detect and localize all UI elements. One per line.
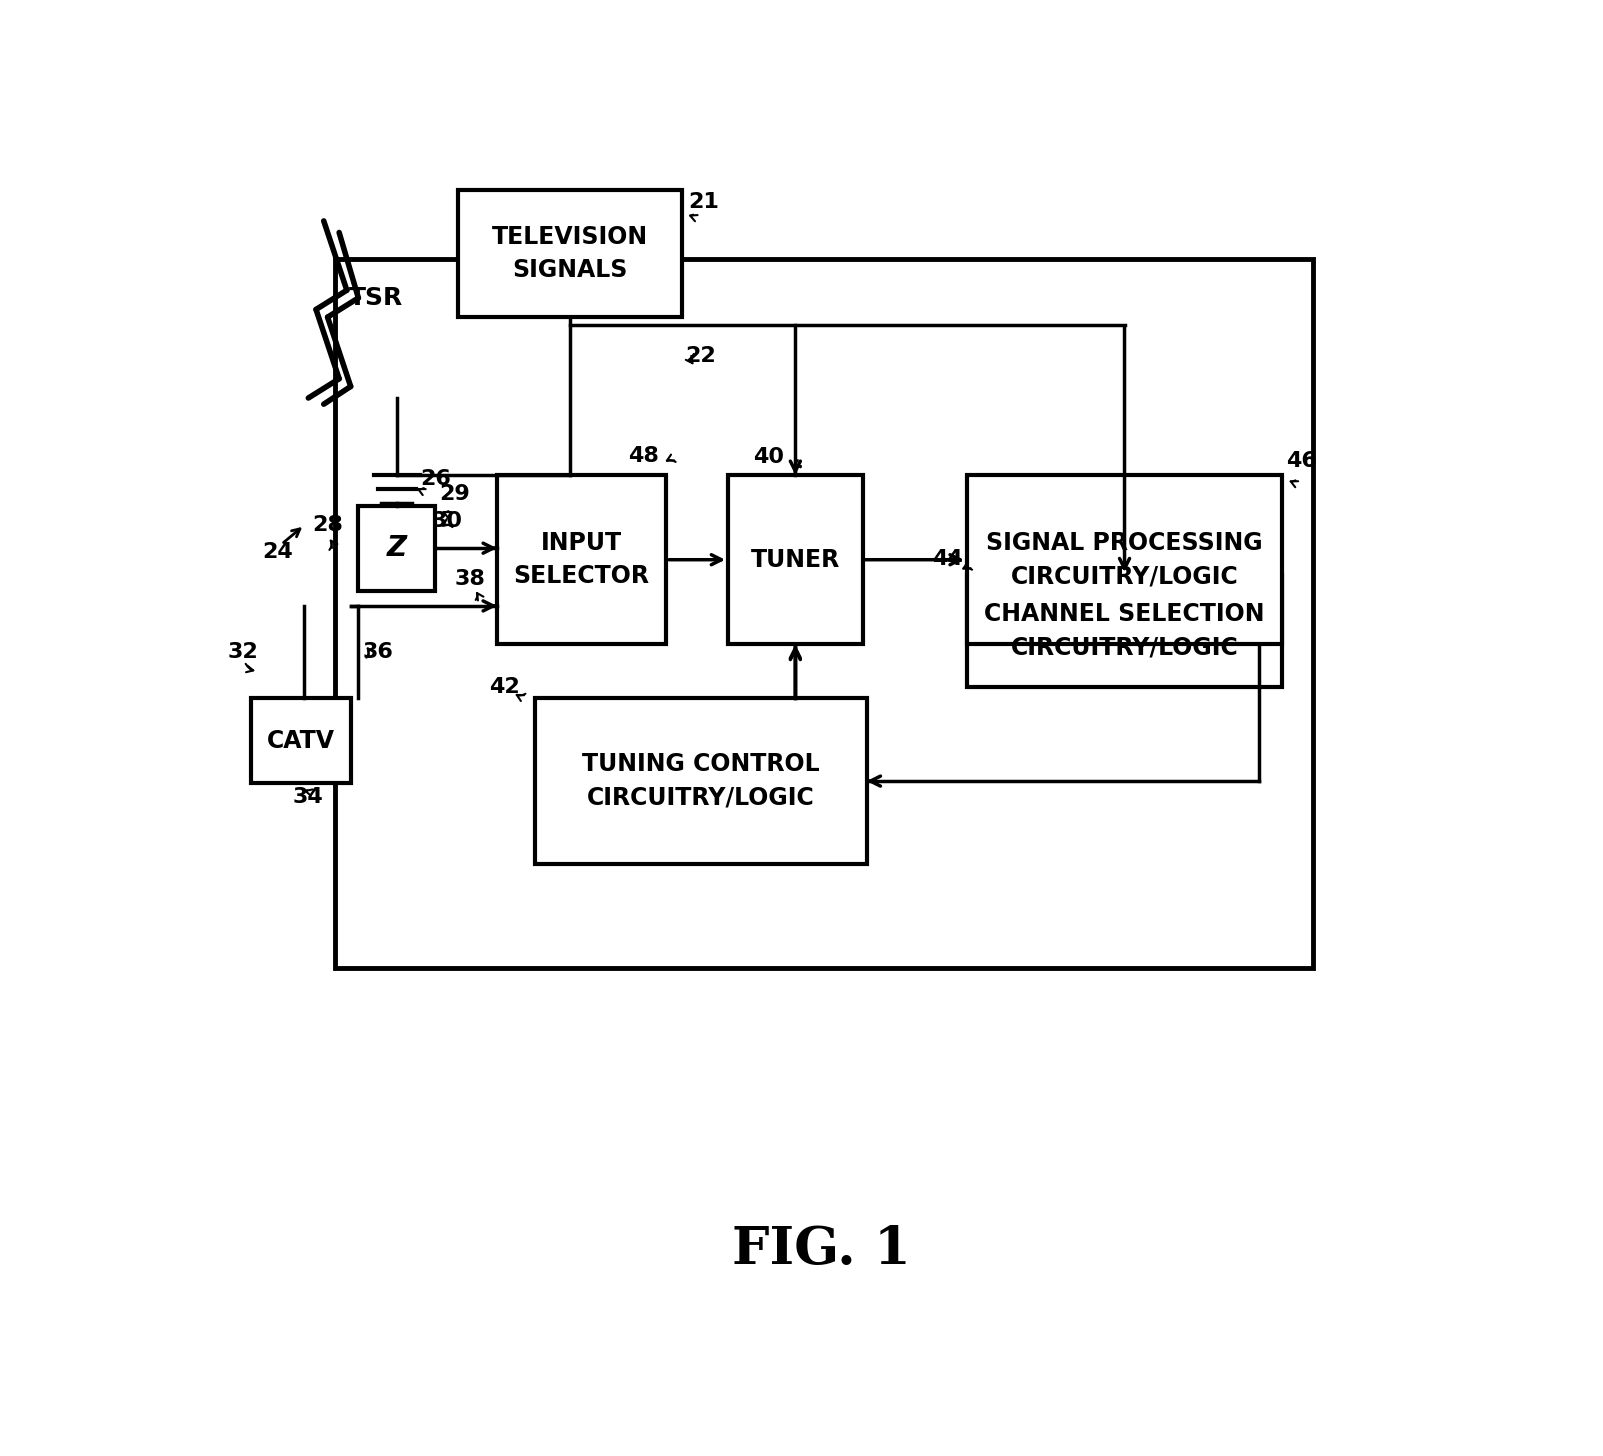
- Text: 26: 26: [420, 469, 450, 489]
- Text: 42: 42: [489, 677, 519, 697]
- Bar: [335, 259, 1313, 968]
- Text: TELEVISION
SIGNALS: TELEVISION SIGNALS: [492, 224, 648, 282]
- Text: TSR: TSR: [349, 287, 404, 310]
- Bar: [967, 575, 1282, 687]
- Text: TUNER: TUNER: [750, 547, 840, 572]
- Text: 21: 21: [688, 192, 718, 211]
- Text: 38: 38: [455, 569, 486, 590]
- Text: 29: 29: [439, 485, 470, 504]
- Text: CHANNEL SELECTION
CIRCUITRY/LOGIC: CHANNEL SELECTION CIRCUITRY/LOGIC: [984, 603, 1265, 660]
- Text: 40: 40: [753, 447, 784, 467]
- Text: TUNING CONTROL
CIRCUITRY/LOGIC: TUNING CONTROL CIRCUITRY/LOGIC: [582, 753, 819, 810]
- Text: Z: Z: [386, 534, 407, 562]
- Bar: [535, 699, 867, 863]
- Text: CATV: CATV: [266, 728, 335, 753]
- Bar: [458, 191, 681, 317]
- Text: 36: 36: [362, 642, 393, 662]
- Text: 28: 28: [313, 515, 343, 534]
- Text: 44: 44: [931, 549, 963, 569]
- Text: INPUT
SELECTOR: INPUT SELECTOR: [513, 531, 649, 588]
- Bar: [497, 475, 667, 645]
- Text: 24: 24: [263, 542, 293, 562]
- Bar: [250, 699, 351, 783]
- Bar: [967, 475, 1282, 645]
- Text: 32: 32: [228, 642, 258, 662]
- Text: 22: 22: [686, 345, 717, 365]
- Text: 34: 34: [293, 786, 324, 807]
- Bar: [359, 505, 436, 591]
- Text: FIG. 1: FIG. 1: [733, 1224, 911, 1275]
- Text: 48: 48: [628, 446, 659, 466]
- Text: 30: 30: [431, 511, 463, 531]
- Text: 46: 46: [1286, 451, 1318, 472]
- Text: SIGNAL PROCESSING
CIRCUITRY/LOGIC: SIGNAL PROCESSING CIRCUITRY/LOGIC: [986, 531, 1263, 588]
- Bar: [728, 475, 862, 645]
